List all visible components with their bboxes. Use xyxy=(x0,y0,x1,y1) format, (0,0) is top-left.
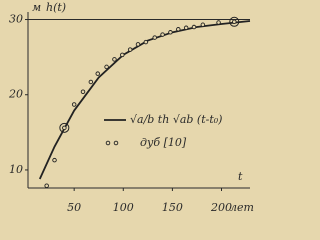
data-point xyxy=(80,89,86,94)
data-point xyxy=(200,22,206,28)
data-point xyxy=(183,25,189,31)
x-unit: лет xyxy=(230,201,254,214)
data-point xyxy=(120,52,125,58)
data-point xyxy=(191,24,197,30)
chart: м h(t) t лет 10 20 30 50 100 150 200 √a/b th √a… xyxy=(0,0,263,232)
data-point xyxy=(160,32,165,37)
background xyxy=(0,0,263,232)
data-point xyxy=(52,157,57,163)
x-tick-label: 100 xyxy=(113,201,134,214)
data-point xyxy=(62,125,67,131)
data-point xyxy=(176,27,181,32)
legend-marker xyxy=(105,140,111,146)
x-tick-label: 150 xyxy=(162,201,183,214)
highlight-ring xyxy=(229,16,240,27)
data-point xyxy=(143,39,149,45)
data-point xyxy=(152,35,157,40)
data-point xyxy=(104,64,109,70)
legend-label: дуб [10] xyxy=(140,136,187,149)
x-tick-label: 200 xyxy=(210,201,232,214)
data-point xyxy=(168,30,173,35)
legend-marker xyxy=(113,140,119,146)
data-point xyxy=(88,79,94,85)
highlight-ring xyxy=(59,122,70,133)
x-tick-label: 50 xyxy=(67,201,81,214)
y-tick-label: 10 xyxy=(9,163,23,176)
data-point xyxy=(71,102,77,107)
data-point xyxy=(44,183,49,188)
data-point xyxy=(232,19,237,25)
y-tick-label: 30 xyxy=(9,13,23,26)
y-unit: м xyxy=(32,1,41,14)
data-point xyxy=(112,57,117,62)
y-label: h(t) xyxy=(46,1,66,14)
x-label: t xyxy=(238,170,243,183)
data-point xyxy=(135,42,141,47)
data-point xyxy=(127,47,133,52)
legend-label: √a/b th √ab (t-t₀) xyxy=(130,113,222,126)
y-tick-label: 20 xyxy=(8,88,23,101)
data-point xyxy=(216,20,221,25)
data-point xyxy=(95,71,100,76)
